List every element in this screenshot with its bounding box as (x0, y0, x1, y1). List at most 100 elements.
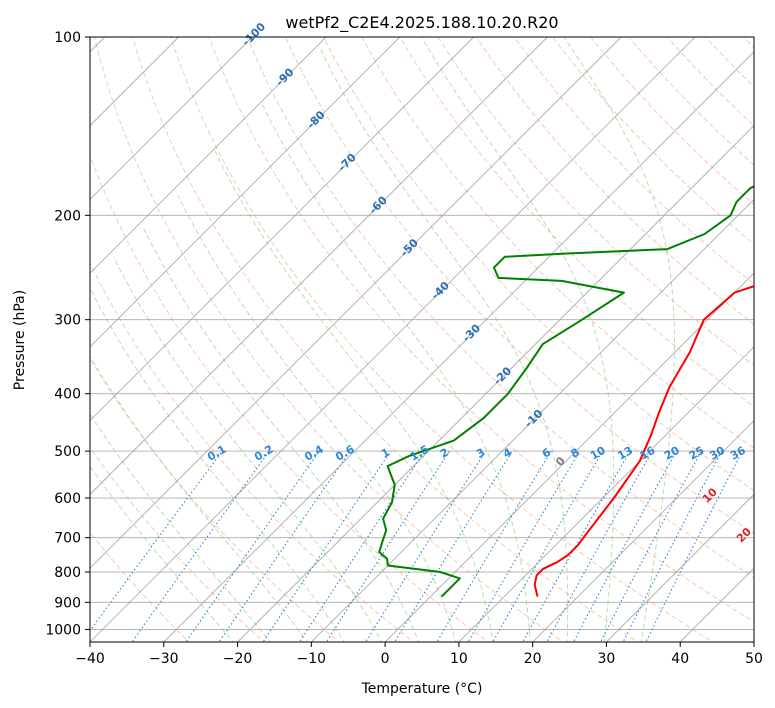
mixing-ratio-line (572, 450, 677, 642)
mixing-ratio-label: 4 (501, 445, 514, 460)
isotherm (90, 37, 474, 422)
mixing-ratio-line (393, 450, 513, 642)
isotherm-label: -20 (491, 364, 514, 387)
isotherm (90, 37, 696, 642)
x-tick-label: −10 (297, 651, 327, 667)
y-tick-label: 100 (54, 30, 81, 46)
moist-adiabat (90, 287, 345, 642)
x-tick-label: 40 (671, 651, 689, 667)
mixing-ratio-label: 0.4 (302, 442, 326, 463)
dry-adiabat (93, 37, 564, 642)
isotherm-label: 30 (773, 559, 775, 579)
isotherm-label: -90 (273, 65, 296, 88)
mixing-ratio-line (325, 450, 450, 642)
x-tick-label: 10 (450, 651, 468, 667)
moist-adiabat (90, 465, 234, 642)
y-tick-label: 800 (54, 565, 81, 581)
mixing-ratio-label: 1 (379, 446, 392, 461)
mixing-ratio-label: 36 (728, 444, 748, 463)
isotherm-label: -30 (460, 321, 483, 344)
x-axis-label: Temperature (°C) (361, 681, 483, 697)
mixing-ratio-label: 6 (540, 445, 553, 460)
mixing-ratio-line (365, 450, 487, 642)
mixing-ratio-line (185, 450, 320, 642)
y-tick-label: 900 (54, 595, 81, 611)
mixing-ratio-line (467, 450, 581, 642)
mixing-ratio-line (90, 450, 223, 632)
dry-adiabat (90, 262, 415, 642)
isotherm (90, 37, 548, 496)
mixing-ratio-label: 13 (615, 444, 635, 463)
x-tick-label: 30 (598, 651, 616, 667)
y-axis-label: Pressure (hPa) (12, 290, 28, 390)
isotherm (237, 124, 754, 642)
mixing-ratio-line (298, 450, 426, 642)
mixing-ratio-line (262, 450, 392, 642)
y-tick-label: 200 (54, 208, 81, 224)
dry-adiabat (475, 37, 754, 326)
dry-adiabat (246, 37, 754, 578)
isotherm (532, 420, 754, 642)
y-tick-label: 1000 (45, 622, 81, 638)
isotherm-label: -40 (429, 279, 452, 302)
mixing-ratio-label: 25 (687, 444, 707, 463)
plot-frame (89, 36, 755, 643)
y-tick-label: 600 (54, 491, 81, 507)
isotherm (90, 37, 401, 348)
isotherm-label: -60 (367, 193, 390, 216)
dry-adiabat (437, 37, 754, 366)
dry-adiabat (322, 37, 754, 492)
temperature-profile (533, 285, 754, 597)
mixing-ratio-line (622, 450, 723, 642)
moist-adiabat (261, 104, 531, 642)
x-tick-label: 50 (745, 651, 763, 667)
isotherm-label: 20 (734, 525, 754, 545)
dry-adiabat (170, 37, 714, 642)
mixing-ratio-line (131, 450, 270, 642)
mixing-ratio-line (599, 450, 702, 642)
x-tick-label: 20 (524, 651, 542, 667)
moist-adiabat (421, 37, 615, 642)
moist-adiabat (177, 195, 457, 642)
y-tick-label: 700 (54, 531, 81, 547)
dry-adiabat (769, 24, 775, 645)
mixing-ratio-line (645, 450, 743, 642)
isotherm-label: -50 (398, 236, 421, 259)
isotherm-label: 10 (700, 485, 720, 505)
x-tick-label: −20 (223, 651, 253, 667)
dry-adiabat (666, 37, 754, 127)
dry-adiabat (90, 357, 340, 642)
dry-adiabat (590, 37, 754, 206)
moist-adiabat (320, 49, 569, 642)
isotherm-label: -70 (336, 151, 359, 174)
isotherm (458, 346, 754, 642)
isotherm-label: -10 (522, 407, 545, 430)
moist-adiabat (90, 354, 308, 642)
mixing-ratio-label: 2 (438, 446, 451, 461)
moist-adiabat (90, 413, 271, 642)
chart-title: wetPf2_C2E4.2025.188.10.20.R20 (285, 13, 558, 33)
dry-adiabat (90, 446, 265, 642)
isotherm-label: -100 (240, 20, 269, 49)
isotherm (90, 37, 327, 274)
moist-adiabat (113, 256, 382, 642)
dry-adiabat (284, 37, 754, 535)
dewpoint-profile (378, 185, 754, 598)
dry-adiabat (742, 37, 754, 49)
mixing-ratio-label: 10 (588, 444, 608, 463)
mixing-ratio-label: 30 (707, 444, 727, 463)
isotherm (311, 198, 754, 642)
dry-adiabat (361, 37, 754, 449)
x-tick-label: −30 (149, 651, 179, 667)
y-tick-label: 300 (54, 313, 81, 329)
mixing-ratio-line (218, 450, 351, 642)
y-tick-label: 400 (54, 387, 81, 403)
moist-adiabat (213, 149, 494, 642)
dry-adiabat (90, 154, 490, 642)
y-tick-label: 500 (54, 444, 81, 460)
isotherm (606, 493, 754, 642)
x-tick-label: −40 (75, 651, 105, 667)
isotherm (753, 641, 754, 642)
isotherm (90, 37, 622, 569)
